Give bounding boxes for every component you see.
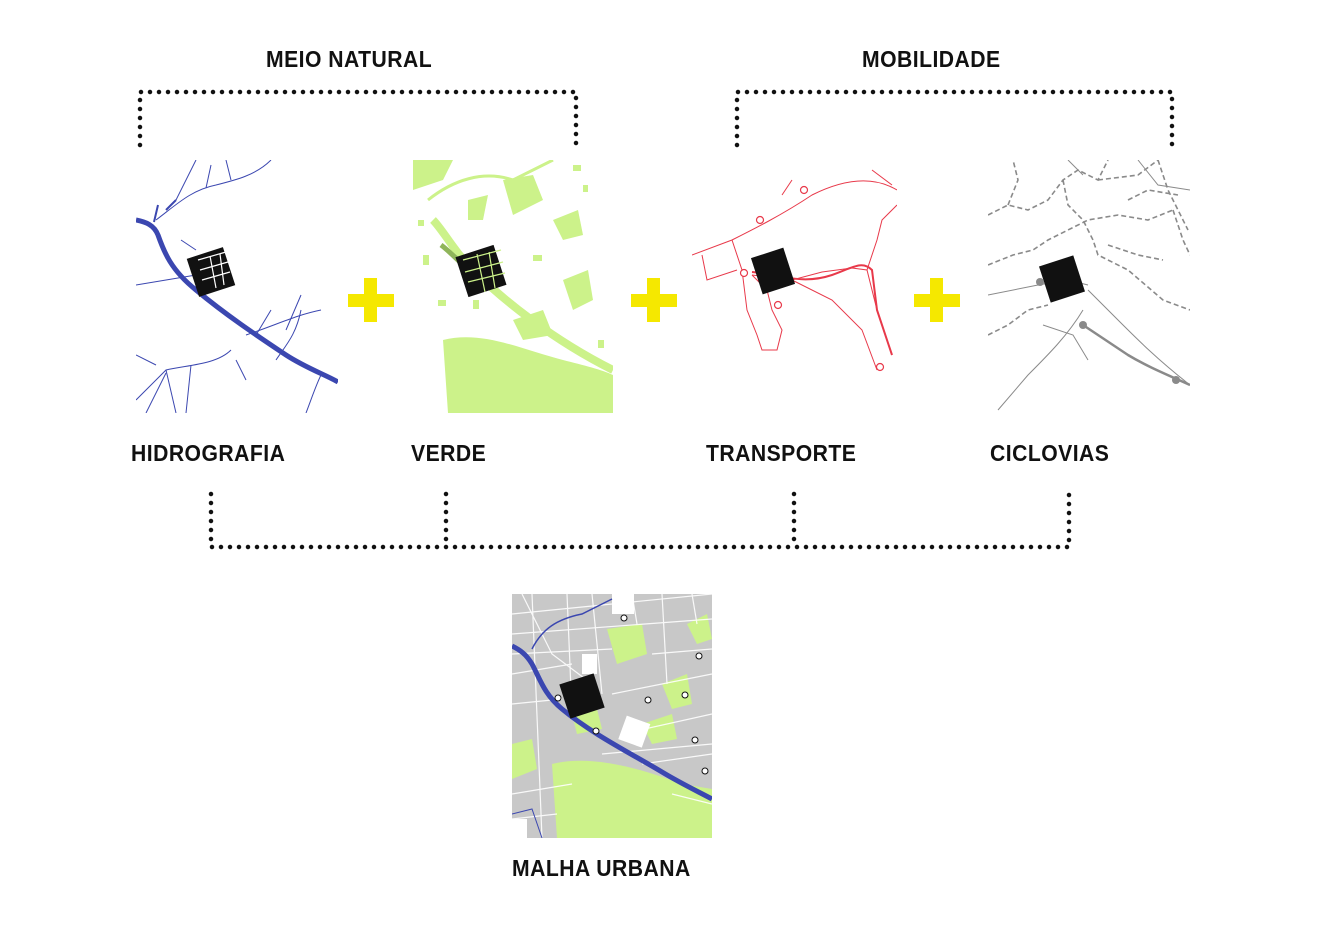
group-title-meio-natural: MEIO NATURAL [266, 46, 433, 72]
label-malha-urbana: MALHA URBANA [512, 855, 691, 881]
label-transporte: TRANSPORTE [706, 440, 857, 466]
bracket-mobilidade [734, 89, 1175, 148]
plus-icon-1 [348, 278, 394, 322]
map-malha-urbana [512, 594, 712, 838]
bracket-bottom [208, 491, 1072, 550]
label-ciclovias: CICLOVIAS [990, 440, 1110, 466]
label-hidrografia: HIDROGRAFIA [131, 440, 286, 466]
label-verde: VERDE [411, 440, 487, 466]
bracket-meio-natural [137, 89, 579, 148]
map-verde [413, 160, 613, 413]
map-transporte [692, 160, 897, 413]
plus-icon-2 [631, 278, 677, 322]
group-title-mobilidade: MOBILIDADE [862, 46, 1001, 72]
map-hidrografia [136, 160, 338, 413]
map-ciclovias [988, 160, 1190, 413]
plus-icon-3 [914, 278, 960, 322]
